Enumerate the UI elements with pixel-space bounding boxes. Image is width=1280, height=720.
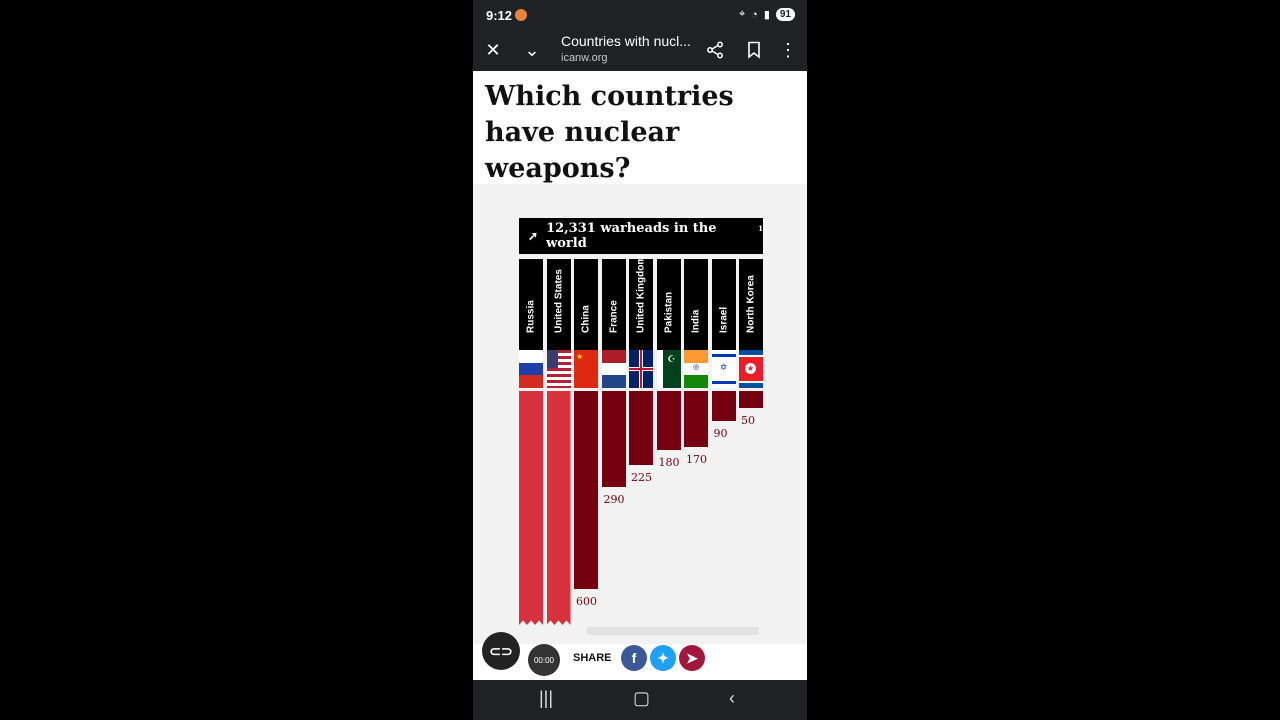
status-icons: ⌖ ◔ ▮ 91: [739, 8, 795, 21]
bar-column: India ◎ 170: [684, 259, 708, 639]
country-label: United States: [546, 259, 571, 350]
country-name: France: [608, 300, 619, 333]
flag-icon: [546, 350, 571, 388]
country-label: China: [574, 259, 598, 350]
flag-icon: ★: [574, 350, 598, 388]
country-label: Russia: [519, 259, 543, 350]
status-time: 9:12: [486, 8, 513, 23]
bar-column: United States: [546, 259, 571, 639]
phone-screen: 9:12 ⌖ ◔ ▮ 91 ✕ ⌄ Countries with nucl...…: [473, 0, 807, 720]
country-label: France: [601, 259, 626, 350]
chevron-down-icon[interactable]: ⌄: [524, 39, 540, 60]
footnote-marker[interactable]: 1: [758, 224, 763, 233]
bar: [519, 391, 543, 625]
twitter-icon[interactable]: ✦: [650, 645, 676, 671]
country-label: North Korea: [739, 259, 763, 350]
signal-icon: ▮: [763, 9, 770, 21]
bar: [711, 391, 736, 421]
share-icon[interactable]: [701, 36, 729, 64]
country-name: North Korea: [745, 275, 757, 333]
article-headline: Which countries have nuclear weapons?: [485, 81, 734, 184]
share-label: SHARE: [573, 652, 612, 664]
recent-apps-icon[interactable]: |||: [539, 688, 554, 708]
telegram-icon[interactable]: ➤: [679, 645, 705, 671]
link-icon[interactable]: ⊂⊃: [482, 632, 520, 670]
flag-icon: ◎: [684, 350, 708, 388]
page-url: icanw.org: [561, 52, 608, 64]
rocket-icon: ➚: [528, 229, 539, 243]
country-label: Israel: [711, 259, 736, 350]
bar-column: United Kingdom 225: [629, 255, 653, 639]
country-name: Russia: [525, 300, 537, 333]
bar-chart: Russia United States China ★ 600 France 290 Uni…: [473, 184, 807, 644]
bar: [574, 391, 598, 589]
total-warheads-text: 12,331 warheads in the world: [546, 221, 717, 251]
location-icon: ⌖: [738, 8, 746, 20]
flag-icon: [601, 350, 626, 388]
horizontal-scroll-indicator[interactable]: [587, 627, 759, 635]
value-label: 90: [713, 426, 728, 440]
facebook-icon[interactable]: f: [621, 645, 647, 671]
share-bar: ⊂⊃ 00:00 SHARE f ✦ ➤: [473, 632, 807, 680]
bar: [739, 391, 763, 408]
flag-icon: ★: [739, 350, 763, 388]
android-nav-bar: ||| ▢ ‹: [473, 680, 807, 720]
country-name: Israel: [718, 306, 729, 333]
country-name: India: [690, 309, 702, 333]
country-name: United States: [553, 269, 564, 333]
audio-timer[interactable]: 00:00: [528, 644, 560, 676]
bar-column: Pakistan ☪ 180: [656, 259, 681, 639]
value-label: 600: [576, 595, 597, 608]
flag-icon: ✡: [711, 350, 736, 388]
country-label: Pakistan: [656, 259, 681, 350]
bar: [629, 391, 653, 466]
browser-toolbar: ✕ ⌄ Countries with nucl... icanw.org ⋮: [473, 30, 807, 70]
warheads-graphic: ➚ 12,331 warheads in the world 1 Russia U…: [473, 184, 807, 644]
wifi-icon: ◔: [751, 8, 758, 21]
total-warheads-banner: ➚ 12,331 warheads in the world 1: [519, 218, 763, 254]
bar-column: Russia: [519, 259, 543, 639]
bar-column: China ★ 600: [574, 259, 598, 639]
bar: [684, 391, 708, 448]
country-label: India: [684, 259, 708, 350]
close-icon[interactable]: ✕: [485, 39, 501, 60]
web-page: Which countries have nuclear weapons? ➚ …: [473, 71, 807, 680]
home-icon[interactable]: ▢: [633, 688, 651, 708]
status-bar: 9:12 ⌖ ◔ ▮ 91: [473, 0, 807, 30]
value-label: 180: [658, 456, 680, 470]
value-label: 50: [741, 413, 755, 427]
country-label: United Kingdom: [629, 255, 653, 350]
flag-icon: ☪: [656, 350, 681, 388]
notification-icon: [515, 9, 527, 21]
country-name: United Kingdom: [635, 255, 647, 333]
bar-column: France 290: [601, 259, 626, 639]
bar: [601, 391, 626, 487]
back-icon[interactable]: ‹: [729, 688, 735, 708]
flag-icon: [519, 350, 543, 388]
country-name: China: [580, 305, 592, 333]
flag-icon: [629, 350, 653, 388]
more-icon[interactable]: ⋮: [779, 39, 797, 60]
battery-badge: 91: [775, 8, 795, 21]
bar-column: North Korea ★ 50: [739, 259, 763, 639]
bar: [546, 391, 571, 625]
bar: [656, 391, 681, 451]
value-label: 170: [686, 453, 707, 467]
bar-column: Israel ✡ 90: [711, 259, 736, 639]
page-title: Countries with nucl...: [561, 33, 691, 49]
country-name: Pakistan: [663, 291, 674, 333]
bookmark-icon[interactable]: [740, 36, 768, 64]
value-label: 225: [631, 471, 652, 485]
value-label: 290: [603, 492, 625, 506]
